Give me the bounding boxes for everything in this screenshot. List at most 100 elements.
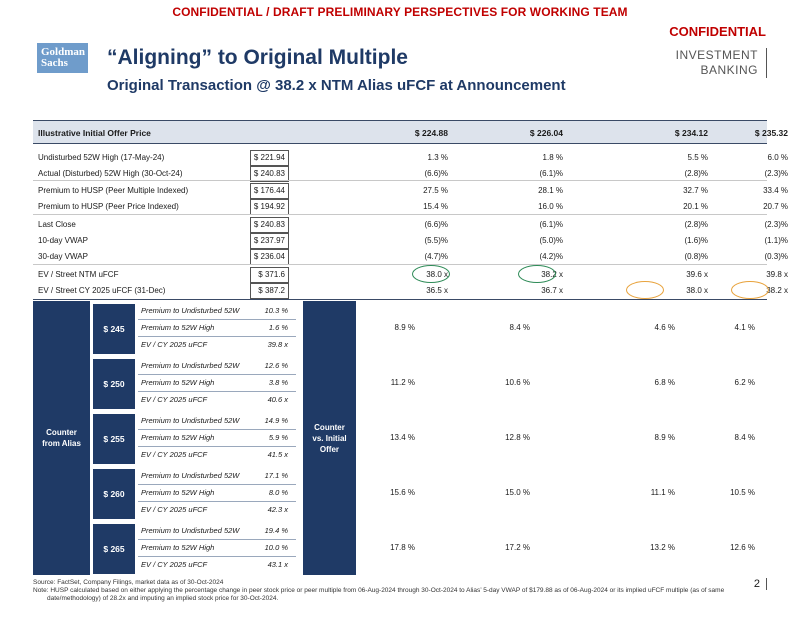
table-row: Actual (Disturbed) 52W High (30-Oct-24) $… bbox=[33, 166, 788, 182]
sub-divider bbox=[138, 391, 296, 392]
row-value: (6.6)% bbox=[424, 220, 448, 229]
counter-mid-line-1: Counter bbox=[314, 422, 345, 432]
row-value: 32.7 % bbox=[683, 186, 708, 195]
sub-metric-label: Premium to 52W High bbox=[141, 543, 215, 552]
reference-value: $ 371.6 bbox=[250, 267, 289, 283]
sub-metric-value: 8.0 % bbox=[268, 488, 288, 497]
sub-metric-value: 39.8 x bbox=[267, 340, 288, 349]
counter-value: 6.8 % bbox=[654, 378, 675, 387]
table-divider bbox=[33, 299, 767, 300]
row-value: (0.8)% bbox=[684, 252, 708, 261]
table-row: Premium to HUSP (Peer Price Indexed) $ 19… bbox=[33, 199, 788, 215]
table-row: Premium to HUSP (Peer Multiple Indexed) $… bbox=[33, 183, 788, 199]
row-divider bbox=[33, 264, 767, 265]
sub-metric-value: 3.8 % bbox=[268, 378, 288, 387]
sub-metric-label: Premium to 52W High bbox=[141, 323, 215, 332]
counter-value: 8.4 % bbox=[509, 323, 530, 332]
row-label: 10-day VWAP bbox=[38, 236, 88, 245]
row-value: 16.0 % bbox=[538, 202, 563, 211]
counter-value: 10.6 % bbox=[505, 378, 530, 387]
row-value: 28.1 % bbox=[538, 186, 563, 195]
sub-divider bbox=[138, 429, 296, 430]
row-value: (5.0)% bbox=[539, 236, 563, 245]
ib-line-2: BANKING bbox=[700, 63, 758, 77]
row-value: 1.8 % bbox=[542, 153, 563, 162]
row-label: Premium to HUSP (Peer Price Indexed) bbox=[38, 202, 179, 211]
row-value: (6.6)% bbox=[424, 169, 448, 178]
counter-value: 17.8 % bbox=[390, 543, 415, 552]
confidential-label: CONFIDENTIAL bbox=[669, 24, 766, 39]
header-price-1: $ 224.88 bbox=[414, 128, 448, 138]
sub-metric-label: EV / CY 2025 uFCF bbox=[141, 450, 208, 459]
table-row: 30-day VWAP $ 236.04 (4.7)% (4.2)% (0.8)% (0.… bbox=[33, 249, 788, 265]
counter-value: 12.8 % bbox=[505, 433, 530, 442]
sub-metric-value: 10.3 % bbox=[264, 306, 288, 315]
row-value: 15.4 % bbox=[423, 202, 448, 211]
row-value: (4.2)% bbox=[539, 252, 563, 261]
row-value: 27.5 % bbox=[423, 186, 448, 195]
row-value: (2.3)% bbox=[764, 169, 788, 178]
row-value: 39.8 x bbox=[766, 270, 788, 279]
sub-metric-value: 43.1 x bbox=[267, 560, 288, 569]
reference-value: $ 237.97 bbox=[250, 233, 289, 249]
reference-value: $ 240.83 bbox=[250, 166, 289, 182]
page-subtitle: Original Transaction @ 38.2 x NTM Alias … bbox=[107, 77, 566, 94]
confidential-banner: CONFIDENTIAL / DRAFT PRELIMINARY PERSPEC… bbox=[172, 5, 628, 19]
methodology-note: Note: HUSP calculated based on either ap… bbox=[33, 587, 725, 602]
header-price-3: $ 234.12 bbox=[674, 128, 708, 138]
row-value: 38.0 x bbox=[686, 286, 708, 295]
table-row: Undisturbed 52W High (17-May-24) $ 221.94… bbox=[33, 150, 788, 166]
sub-divider bbox=[138, 336, 296, 337]
sub-metric-value: 40.6 x bbox=[267, 395, 288, 404]
sub-metric-label: Premium to 52W High bbox=[141, 488, 215, 497]
row-divider bbox=[33, 214, 767, 215]
row-divider bbox=[33, 180, 767, 181]
highlight-circle-green-2 bbox=[518, 265, 556, 283]
logo-line-2: Sachs bbox=[41, 57, 68, 69]
counter-value: 12.6 % bbox=[730, 543, 755, 552]
row-label: EV / Street NTM uFCF bbox=[38, 270, 119, 279]
sub-metric-label: Premium to Undisturbed 52W bbox=[141, 416, 240, 425]
sub-metric-label: EV / CY 2025 uFCF bbox=[141, 395, 208, 404]
counter-vs-initial-label: Counter vs. Initial Offer bbox=[303, 301, 356, 575]
counter-value: 15.6 % bbox=[390, 488, 415, 497]
counter-price: $ 265 bbox=[93, 524, 135, 574]
page-title: “Aligning” to Original Multiple bbox=[107, 46, 408, 69]
counter-side-line-2: from Alias bbox=[42, 439, 81, 448]
counter-mid-line-3: Offer bbox=[319, 444, 340, 454]
goldman-sachs-logo: Goldman Sachs bbox=[37, 43, 88, 73]
sub-metric-value: 5.9 % bbox=[268, 433, 288, 442]
highlight-circle-orange-1 bbox=[626, 281, 664, 299]
row-value: (1.6)% bbox=[684, 236, 708, 245]
sub-metric-label: EV / CY 2025 uFCF bbox=[141, 560, 208, 569]
reference-value: $ 240.83 bbox=[250, 217, 289, 233]
sub-metric-label: Premium to Undisturbed 52W bbox=[141, 471, 240, 480]
sub-divider bbox=[138, 556, 296, 557]
reference-value: $ 387.2 bbox=[250, 283, 289, 299]
row-label: 30-day VWAP bbox=[38, 252, 88, 261]
counter-price: $ 260 bbox=[93, 469, 135, 519]
row-label: Premium to HUSP (Peer Multiple Indexed) bbox=[38, 186, 189, 195]
row-value: 20.7 % bbox=[763, 202, 788, 211]
sub-metric-label: Premium to 52W High bbox=[141, 433, 215, 442]
row-value: 5.5 % bbox=[687, 153, 708, 162]
row-value: (2.8)% bbox=[684, 169, 708, 178]
counter-value: 4.6 % bbox=[654, 323, 675, 332]
row-value: (4.7)% bbox=[424, 252, 448, 261]
reference-value: $ 236.04 bbox=[250, 249, 289, 265]
investment-banking-label: INVESTMENT BANKING bbox=[676, 48, 767, 78]
highlight-circle-orange-2 bbox=[731, 281, 769, 299]
header-price-2: $ 226.04 bbox=[529, 128, 563, 138]
sub-divider bbox=[138, 539, 296, 540]
counter-value: 15.0 % bbox=[505, 488, 530, 497]
sub-divider bbox=[138, 446, 296, 447]
row-value: 6.0 % bbox=[767, 153, 788, 162]
sub-divider bbox=[138, 501, 296, 502]
sub-metric-label: Premium to 52W High bbox=[141, 378, 215, 387]
counter-value: 13.2 % bbox=[650, 543, 675, 552]
row-value: (2.8)% bbox=[684, 220, 708, 229]
header-price-4: $ 235.32 bbox=[754, 128, 788, 138]
footnotes: Source: FactSet, Company Filings, market… bbox=[33, 579, 753, 603]
counter-mid-line-2: vs. Initial bbox=[312, 433, 347, 443]
